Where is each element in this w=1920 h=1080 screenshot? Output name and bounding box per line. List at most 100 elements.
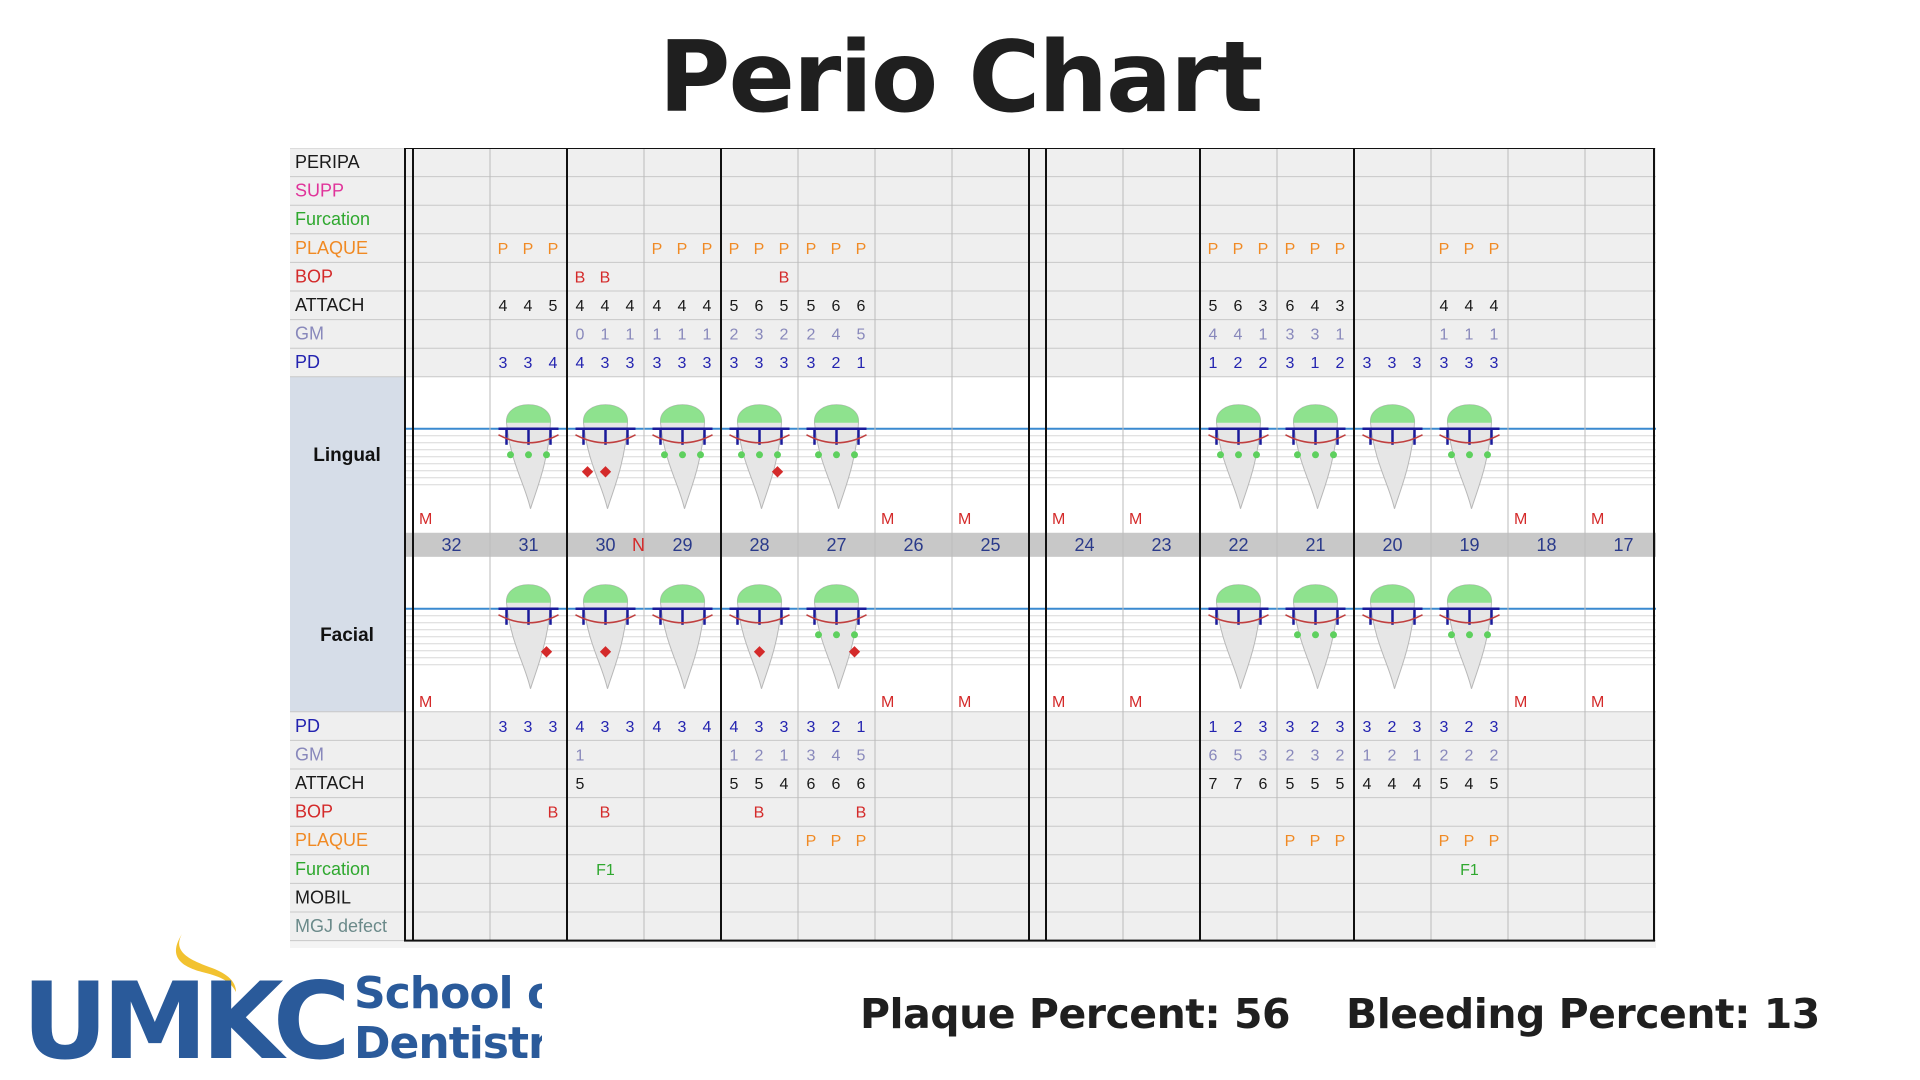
cell-value: P <box>548 241 559 258</box>
tooth-30-marker: N <box>632 535 645 555</box>
cell-value: 3 <box>678 355 687 372</box>
facial-tooth-21-crown <box>1293 584 1338 603</box>
cell-value: P <box>1464 241 1475 258</box>
cell-value: 1 <box>1336 327 1345 344</box>
row-label-lingual: SUPP <box>295 181 344 201</box>
cell-value: P <box>1310 833 1321 850</box>
cell-value: 5 <box>576 776 585 793</box>
missing-marker: M <box>1052 694 1065 711</box>
tooth-number: 30 <box>595 535 615 555</box>
cell-value: 2 <box>1465 719 1474 736</box>
cell-value: 3 <box>1490 355 1499 372</box>
cell-value: B <box>548 805 559 822</box>
cell-value: 3 <box>524 719 533 736</box>
cell-value: 3 <box>807 355 816 372</box>
row-label-facial: ATTACH <box>295 773 364 793</box>
cell-value: 1 <box>1259 327 1268 344</box>
plaque-dot <box>1448 451 1455 459</box>
plaque-dot <box>1217 451 1224 459</box>
attachment-line <box>806 434 867 444</box>
cell-value: 1 <box>730 747 739 764</box>
page-title: Perio Chart <box>658 21 1264 135</box>
cell-value: 1 <box>1440 327 1449 344</box>
cell-value: 3 <box>1440 355 1449 372</box>
cell-value: 1 <box>653 327 662 344</box>
cell-value: 5 <box>730 776 739 793</box>
cell-value: 3 <box>807 719 816 736</box>
missing-marker: M <box>419 694 432 711</box>
cell-value: 4 <box>601 298 610 315</box>
tooth-number: 26 <box>903 535 923 555</box>
cell-value: 7 <box>1234 776 1243 793</box>
attachment-line <box>1439 614 1500 624</box>
plaque-dot <box>1253 451 1260 459</box>
lingual-tooth-20-crown <box>1370 404 1415 423</box>
cell-value: B <box>600 805 611 822</box>
cell-value: 3 <box>1363 355 1372 372</box>
plaque-dot <box>543 451 550 459</box>
cell-value: 1 <box>857 719 866 736</box>
lingual-tooth-31-crown <box>506 404 551 423</box>
cell-value: 4 <box>832 747 841 764</box>
row-label-facial: MOBIL <box>295 887 351 907</box>
cell-value: 3 <box>807 747 816 764</box>
cell-value: 1 <box>703 327 712 344</box>
cell-value: 2 <box>1490 747 1499 764</box>
tooth-number: 32 <box>441 535 461 555</box>
cell-value: 6 <box>1286 298 1295 315</box>
lingual-tooth-22-crown <box>1216 404 1261 423</box>
cell-value: 3 <box>1413 719 1422 736</box>
cell-value: P <box>1335 833 1346 850</box>
cell-value: 3 <box>780 355 789 372</box>
attachment-line <box>575 434 636 444</box>
plaque-percent: Plaque Percent: 56 <box>860 990 1291 1038</box>
attachment-line <box>652 434 713 444</box>
cell-value: 3 <box>524 355 533 372</box>
cell-value: 4 <box>1465 776 1474 793</box>
cell-value: 3 <box>1336 719 1345 736</box>
cell-value: 1 <box>1490 327 1499 344</box>
cell-value: 4 <box>549 355 558 372</box>
plaque-dot <box>507 451 514 459</box>
plaque-dot <box>815 451 822 459</box>
row-label-lingual: Furcation <box>295 209 370 229</box>
cell-value: 4 <box>1209 327 1218 344</box>
row-label-facial: MGJ defect <box>295 916 387 936</box>
cell-value: 2 <box>832 719 841 736</box>
cell-value: P <box>1464 833 1475 850</box>
row-label-lingual: BOP <box>295 266 333 286</box>
facial-tooth-28-crown <box>737 584 782 603</box>
attachment-line <box>1208 434 1269 444</box>
cell-value: 4 <box>1388 776 1397 793</box>
plaque-dot <box>774 451 781 459</box>
cell-value: 3 <box>755 355 764 372</box>
facial-tooth-22-crown <box>1216 584 1261 603</box>
cell-value: 4 <box>1413 776 1422 793</box>
cell-value: P <box>1258 241 1269 258</box>
cell-value: 1 <box>1311 355 1320 372</box>
cell-value: B <box>575 269 586 286</box>
cell-value: 4 <box>626 298 635 315</box>
cell-value: B <box>779 269 790 286</box>
plaque-dot <box>851 631 858 639</box>
cell-value: P <box>806 833 817 850</box>
missing-marker: M <box>881 511 894 528</box>
row-label-lingual: GM <box>295 324 324 344</box>
bleeding-marker <box>599 466 612 478</box>
cell-value: 6 <box>832 298 841 315</box>
plaque-dot <box>697 451 704 459</box>
cell-value: 4 <box>576 298 585 315</box>
cell-value: 3 <box>1363 719 1372 736</box>
cell-value: 4 <box>678 298 687 315</box>
cell-value: 3 <box>755 327 764 344</box>
cell-value: 3 <box>1490 719 1499 736</box>
cell-value: 3 <box>678 719 687 736</box>
lingual-tooth-30-crown <box>583 404 628 423</box>
cell-value: 6 <box>857 298 866 315</box>
row-label-lingual: PLAQUE <box>295 238 368 258</box>
cell-value: 4 <box>576 719 585 736</box>
cell-value: P <box>856 241 867 258</box>
tooth-number: 18 <box>1536 535 1556 555</box>
logo-wordmark: UMKC <box>22 960 345 1070</box>
attachment-line <box>1362 434 1423 444</box>
